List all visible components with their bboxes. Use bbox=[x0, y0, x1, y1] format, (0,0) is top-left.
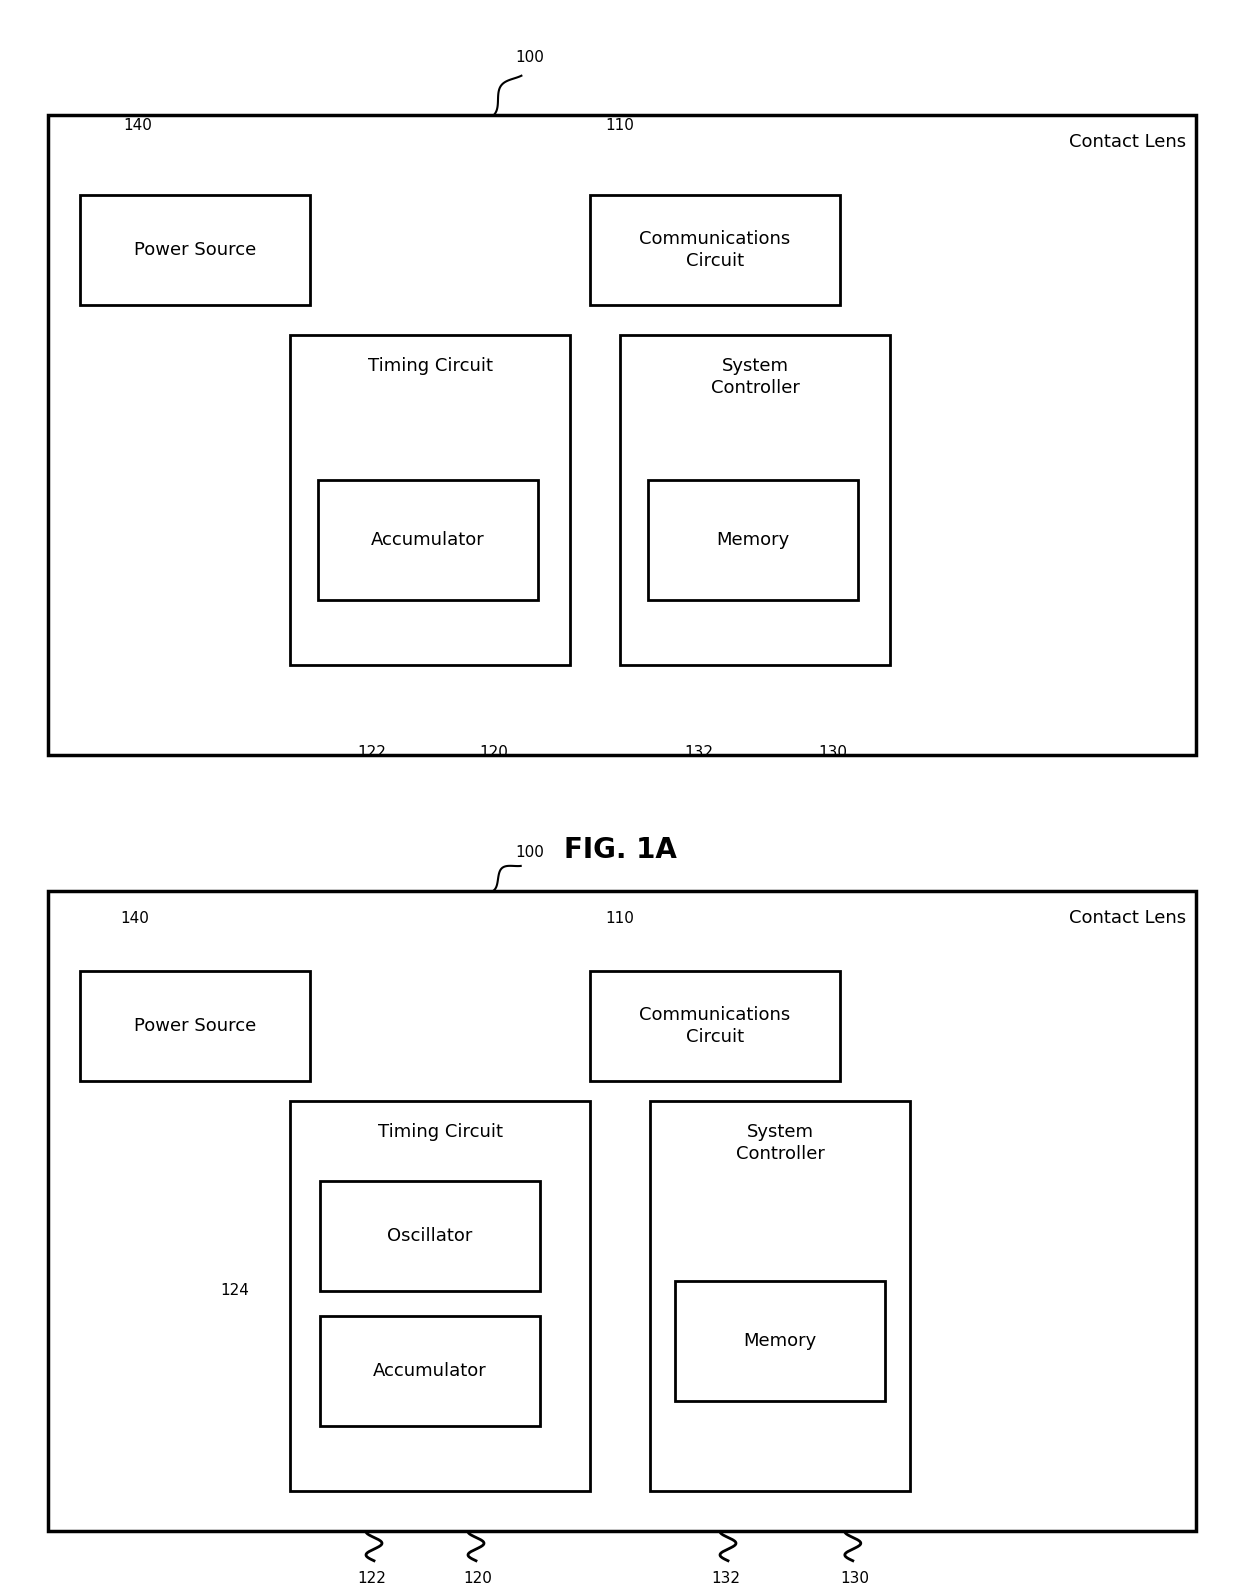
Text: System
Controller: System Controller bbox=[735, 1123, 825, 1163]
FancyBboxPatch shape bbox=[620, 336, 890, 665]
Text: 130: 130 bbox=[818, 745, 847, 760]
FancyBboxPatch shape bbox=[590, 971, 839, 1080]
Text: 132: 132 bbox=[712, 1570, 740, 1586]
FancyBboxPatch shape bbox=[48, 891, 1197, 1531]
Text: 110: 110 bbox=[605, 118, 635, 132]
Text: Memory: Memory bbox=[743, 1332, 817, 1349]
Text: Accumulator: Accumulator bbox=[371, 531, 485, 549]
Text: 122: 122 bbox=[357, 745, 387, 760]
Text: 120: 120 bbox=[479, 745, 508, 760]
FancyBboxPatch shape bbox=[290, 336, 570, 665]
FancyBboxPatch shape bbox=[48, 115, 1197, 756]
Text: Oscillator: Oscillator bbox=[387, 1227, 472, 1244]
Text: Power Source: Power Source bbox=[134, 242, 257, 259]
FancyBboxPatch shape bbox=[590, 196, 839, 305]
Text: 100: 100 bbox=[516, 845, 544, 861]
Text: Timing Circuit: Timing Circuit bbox=[367, 358, 492, 375]
Text: 140: 140 bbox=[124, 118, 153, 132]
FancyBboxPatch shape bbox=[320, 1316, 539, 1426]
Text: Timing Circuit: Timing Circuit bbox=[377, 1123, 502, 1141]
Text: 132: 132 bbox=[684, 745, 713, 760]
Text: 100: 100 bbox=[516, 49, 544, 65]
FancyBboxPatch shape bbox=[290, 1101, 590, 1491]
FancyBboxPatch shape bbox=[81, 196, 310, 305]
FancyBboxPatch shape bbox=[317, 480, 538, 600]
Text: 110: 110 bbox=[605, 912, 635, 926]
Text: Memory: Memory bbox=[717, 531, 790, 549]
Text: Accumulator: Accumulator bbox=[373, 1362, 487, 1379]
Text: 120: 120 bbox=[464, 1570, 492, 1586]
Text: Contact Lens: Contact Lens bbox=[1069, 134, 1185, 151]
Text: 130: 130 bbox=[841, 1570, 869, 1586]
Text: Communications
Circuit: Communications Circuit bbox=[640, 231, 791, 270]
Text: Communications
Circuit: Communications Circuit bbox=[640, 1006, 791, 1045]
FancyBboxPatch shape bbox=[675, 1281, 885, 1400]
Text: 140: 140 bbox=[120, 912, 150, 926]
Text: Contact Lens: Contact Lens bbox=[1069, 908, 1185, 926]
Text: System
Controller: System Controller bbox=[711, 358, 800, 398]
FancyBboxPatch shape bbox=[649, 480, 858, 600]
Text: Power Source: Power Source bbox=[134, 1017, 257, 1034]
FancyBboxPatch shape bbox=[320, 1181, 539, 1290]
Text: FIG. 1A: FIG. 1A bbox=[563, 837, 677, 864]
FancyBboxPatch shape bbox=[81, 971, 310, 1080]
Text: 124: 124 bbox=[221, 1284, 249, 1298]
FancyBboxPatch shape bbox=[650, 1101, 910, 1491]
Text: 122: 122 bbox=[357, 1570, 387, 1586]
